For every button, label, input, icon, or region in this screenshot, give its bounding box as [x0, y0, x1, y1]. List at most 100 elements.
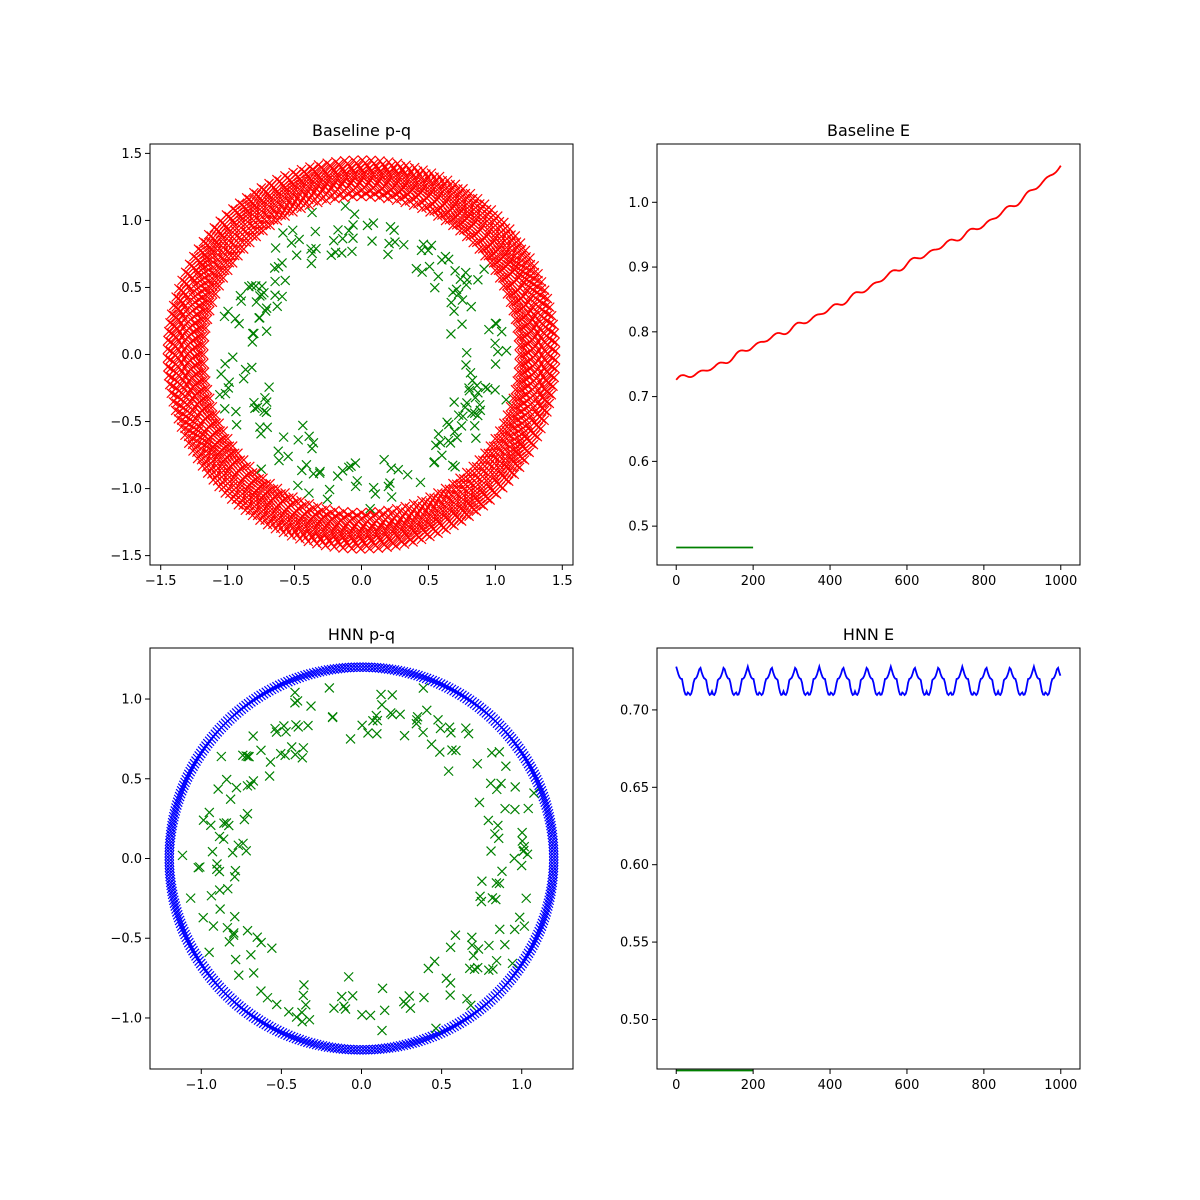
data-point-trajectory [511, 257, 522, 268]
data-point-observation [491, 955, 502, 966]
data-point-trajectory [274, 680, 285, 691]
data-point-observation [435, 437, 446, 448]
data-point-trajectory [166, 372, 177, 383]
data-point-trajectory [226, 250, 236, 261]
data-point-trajectory [197, 385, 207, 396]
data-point-trajectory [249, 211, 260, 222]
data-point-trajectory [455, 218, 465, 229]
data-point-trajectory [410, 1037, 421, 1048]
data-point-trajectory [282, 676, 293, 687]
data-point-observation [418, 239, 429, 250]
data-point-observation [291, 250, 302, 261]
x-tick-label: −1.5 [145, 574, 177, 589]
data-point-trajectory [296, 179, 307, 190]
data-point-trajectory [458, 225, 469, 236]
data-point-trajectory [526, 943, 537, 953]
data-point-trajectory [303, 536, 314, 547]
data-point-trajectory [206, 469, 217, 479]
data-point-trajectory [525, 945, 535, 956]
data-point-trajectory [192, 953, 203, 964]
data-point-observation [278, 720, 289, 731]
data-point-observation [206, 890, 217, 901]
y-tick-label: 0.5 [628, 520, 649, 535]
data-point-trajectory [415, 671, 426, 682]
data-point-observation [490, 359, 501, 369]
data-point-observation [264, 382, 275, 393]
data-point-trajectory [253, 1015, 264, 1025]
data-point-trajectory [311, 538, 322, 549]
data-point-observation [446, 329, 456, 339]
data-point-observation [500, 761, 511, 772]
y-tick-label: 1.0 [121, 214, 142, 229]
data-point-observation [216, 751, 227, 762]
data-point-trajectory [400, 527, 411, 538]
data-point-observation [230, 313, 241, 324]
data-point-trajectory [541, 407, 552, 417]
data-point-trajectory [269, 1024, 280, 1034]
data-point-trajectory [196, 260, 207, 271]
y-tick-label: 0.5 [121, 772, 142, 787]
data-point-observation [384, 238, 395, 249]
data-point-trajectory [235, 482, 245, 493]
data-point-observation [443, 766, 454, 777]
data-point-observation [257, 281, 267, 291]
data-point-trajectory [535, 783, 546, 793]
data-point-trajectory [197, 461, 208, 471]
data-point-trajectory [430, 676, 441, 687]
data-point-trajectory [180, 929, 190, 940]
data-point-trajectory [404, 668, 415, 679]
data-point-observation [240, 364, 251, 375]
data-point-observation [193, 862, 204, 873]
data-point-trajectory [539, 415, 550, 426]
data-point-trajectory [540, 797, 551, 808]
data-point-observation [332, 471, 343, 482]
data-point-trajectory [329, 530, 340, 541]
data-point-trajectory [542, 901, 553, 912]
data-point-trajectory [521, 299, 531, 310]
data-point-trajectory [507, 453, 517, 464]
data-point-trajectory [533, 777, 543, 788]
data-point-trajectory [506, 468, 517, 478]
data-point-trajectory [544, 811, 555, 822]
data-point-trajectory [162, 353, 173, 364]
data-point-trajectory [427, 1031, 438, 1042]
data-point-trajectory [168, 300, 179, 311]
data-point-trajectory [251, 189, 262, 200]
data-point-observation [273, 261, 284, 272]
data-point-observation [214, 389, 225, 400]
data-point-trajectory [170, 805, 181, 816]
data-point-observation [411, 714, 422, 725]
data-point-trajectory [366, 169, 376, 180]
data-point-trajectory [548, 856, 559, 867]
data-point-trajectory [252, 510, 263, 521]
data-point-trajectory [193, 244, 204, 254]
data-point-trajectory [211, 456, 222, 467]
data-point-observation [461, 360, 471, 370]
data-point-trajectory [303, 522, 314, 532]
data-point-observation [290, 687, 300, 698]
data-point-observation [252, 402, 263, 413]
data-point-trajectory [436, 489, 447, 499]
y-tick-label: 0.0 [121, 852, 142, 867]
data-point-observation [270, 243, 281, 253]
data-point-observation [509, 804, 520, 815]
data-point-trajectory [458, 183, 468, 194]
data-point-trajectory [170, 901, 181, 912]
data-point-trajectory [542, 805, 553, 816]
data-point-trajectory [514, 462, 525, 473]
data-point-trajectory [251, 1013, 261, 1024]
data-point-observation [464, 383, 474, 394]
data-point-trajectory [506, 249, 517, 260]
data-point-observation [390, 237, 400, 247]
data-point-trajectory [218, 242, 229, 253]
data-point-trajectory [533, 929, 543, 940]
data-point-trajectory [258, 688, 269, 699]
data-point-trajectory [449, 520, 459, 531]
data-point-trajectory [234, 198, 245, 209]
data-point-trajectory [395, 1040, 406, 1051]
data-point-observation [490, 318, 501, 329]
data-point-trajectory [407, 1038, 418, 1049]
data-point-trajectory [549, 328, 560, 339]
data-point-observation [449, 397, 460, 407]
data-point-trajectory [547, 353, 558, 364]
